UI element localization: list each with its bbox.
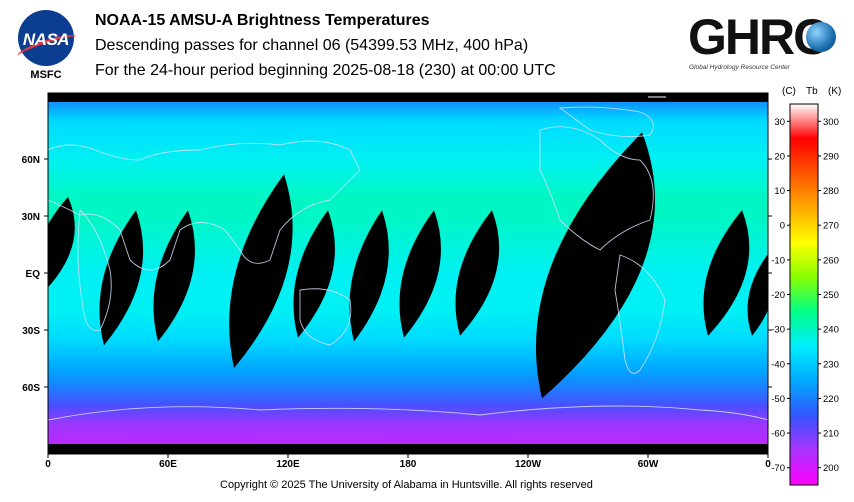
swath-gap-11 bbox=[747, 254, 768, 336]
swath-gap-8 bbox=[455, 210, 500, 336]
chart-subtitle: Descending passes for channel 06 (54399.… bbox=[95, 37, 529, 54]
colorbar-kelvin-label: 300 bbox=[823, 117, 839, 128]
x-tick-label: 60E bbox=[159, 459, 177, 470]
colorbar-kelvin-label: 220 bbox=[823, 394, 839, 405]
colorbar-celsius-label: -40 bbox=[771, 359, 785, 370]
colorbar-celsius-label: -20 bbox=[771, 290, 785, 301]
globe-icon bbox=[806, 22, 836, 52]
chart-period: For the 24-hour period beginning 2025-08… bbox=[95, 62, 556, 79]
colorbar-celsius-label: -50 bbox=[771, 394, 785, 405]
swath-gap-2 bbox=[99, 210, 144, 346]
colorbar-kelvin-label: 280 bbox=[823, 186, 839, 197]
ghrc-subtitle: Global Hydrology Resource Center bbox=[689, 64, 790, 71]
y-tick-label: EQ bbox=[26, 269, 41, 280]
top-nodata-band bbox=[48, 93, 768, 102]
msfc-label: MSFC bbox=[30, 69, 62, 81]
swath-gap-3 bbox=[153, 210, 195, 342]
x-tick-label: 0 bbox=[765, 459, 771, 470]
swath-gap-5 bbox=[293, 210, 335, 338]
x-axis: 0 60E 120E 180 120W 60W 0 bbox=[45, 454, 771, 470]
colorbar-celsius-label: -10 bbox=[771, 255, 785, 266]
x-tick-label: 60W bbox=[638, 459, 659, 470]
colorbar-celsius-label: -70 bbox=[771, 463, 785, 474]
colorbar-celsius-label: 20 bbox=[774, 151, 785, 162]
x-tick-label: 120W bbox=[515, 459, 542, 470]
colorbar-kelvin-label: 290 bbox=[823, 151, 839, 162]
bottom-nodata-band bbox=[48, 444, 768, 454]
ghrc-logo-text: GHRC bbox=[688, 9, 829, 65]
swath-gap-10 bbox=[703, 210, 750, 336]
colorbar-header-kelvin: (K) bbox=[828, 86, 842, 97]
colorbar-kelvin-label: 200 bbox=[823, 463, 839, 474]
y-tick-label: 60S bbox=[22, 383, 40, 394]
colorbar-celsius-label: 0 bbox=[780, 221, 785, 232]
copyright-text: Copyright © 2025 The University of Alaba… bbox=[220, 479, 593, 491]
colorbar-ticks: 30 300 20 290 10 280 0 270 -10 260 -20 250 -30 240 -40… bbox=[771, 117, 839, 474]
swath-gap-7 bbox=[399, 210, 441, 338]
colorbar-kelvin-label: 230 bbox=[823, 359, 839, 370]
x-tick-label: 0 bbox=[45, 459, 51, 470]
nasa-logo-text: NASA bbox=[22, 30, 70, 49]
colorbar-kelvin-label: 260 bbox=[823, 255, 839, 266]
x-tick-label: 120E bbox=[276, 459, 300, 470]
y-tick-label: 60N bbox=[22, 155, 40, 166]
colorbar-kelvin-label: 250 bbox=[823, 290, 839, 301]
swath-gap-1 bbox=[48, 197, 75, 288]
chart-title: NOAA-15 AMSU-A Brightness Temperatures bbox=[95, 12, 430, 29]
swath-gap-9 bbox=[535, 132, 655, 399]
swath-gap-4 bbox=[229, 174, 293, 368]
colorbar bbox=[789, 103, 819, 486]
nasa-meatball-icon bbox=[18, 10, 74, 66]
y-axis: 60N 30N EQ 30S 60S bbox=[22, 155, 772, 394]
colorbar-header-celsius: (C) bbox=[782, 86, 796, 97]
colorbar-celsius-label: -30 bbox=[771, 325, 785, 336]
colorbar-kelvin-label: 210 bbox=[823, 429, 839, 440]
colorbar-kelvin-label: 270 bbox=[823, 221, 839, 232]
colorbar-celsius-label: 30 bbox=[774, 117, 785, 128]
ghrc-logo: GHRC Global Hydrology Resource Center bbox=[686, 8, 850, 78]
colorbar-celsius-label: -60 bbox=[771, 429, 785, 440]
colorbar-header-tb: Tb bbox=[806, 86, 818, 97]
nasa-msfc-logo: NASA MSFC bbox=[10, 8, 82, 84]
y-tick-label: 30N bbox=[22, 212, 40, 223]
colorbar-celsius-label: 10 bbox=[774, 186, 785, 197]
colorbar-kelvin-label: 240 bbox=[823, 325, 839, 336]
coastline-outline bbox=[48, 106, 768, 421]
y-tick-label: 30S bbox=[22, 326, 40, 337]
x-tick-label: 180 bbox=[400, 459, 417, 470]
swath-gap-6 bbox=[349, 210, 389, 342]
